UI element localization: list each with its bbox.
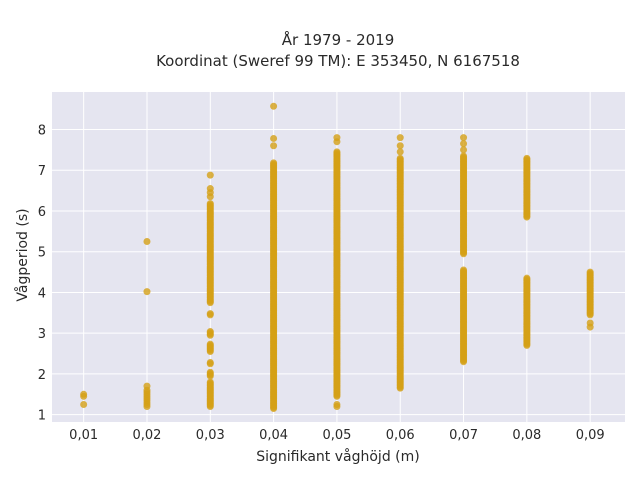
data-point [460,152,468,160]
chart-title-line-2: Koordinat (Sweref 99 TM): E 353450, N 61… [156,52,520,70]
y-tick-label: 5 [38,246,46,261]
data-point [270,159,278,167]
data-point [396,154,404,162]
data-point [523,154,531,162]
x-tick-label: 0,03 [196,428,225,443]
data-point [206,200,214,208]
chart-title-line-1: År 1979 - 2019 [282,30,395,49]
data-point [206,340,214,348]
data-point [333,134,341,142]
data-point [206,310,214,318]
data-point [396,148,404,156]
y-tick-label: 6 [38,205,46,220]
x-axis-label: Signifikant våghöjd (m) [256,448,419,465]
data-point [586,268,594,276]
data-point [206,378,214,386]
data-points [80,102,594,413]
x-tick-label: 0,08 [512,428,541,443]
y-tick-label: 1 [38,409,46,424]
x-tick-label: 0,05 [322,428,351,443]
data-point [270,134,278,142]
y-tick-label: 2 [38,368,46,383]
data-point [206,185,214,193]
data-point [586,319,594,327]
data-point [270,102,278,110]
y-axis-ticks: 1 2 3 4 5 6 7 8 [38,123,46,423]
data-point [143,288,151,296]
data-point [80,390,88,398]
data-point [460,140,468,148]
data-point [270,142,278,150]
x-tick-label: 0,04 [259,428,288,443]
y-tick-label: 7 [38,164,46,179]
x-tick-label: 0,02 [132,428,161,443]
data-point [206,368,214,376]
data-point [460,266,468,274]
data-point [333,148,341,156]
x-tick-label: 0,01 [69,428,98,443]
data-point [460,134,468,142]
data-point [460,146,468,154]
y-tick-label: 4 [38,286,46,301]
data-point [206,171,214,179]
data-point [396,134,404,142]
data-point [206,359,214,367]
data-point [143,382,151,390]
y-axis-label: Vågperiod (s) [14,208,31,301]
data-point [206,328,214,336]
x-tick-label: 0,06 [386,428,415,443]
data-point [143,238,151,246]
y-tick-label: 3 [38,327,46,342]
data-point [333,400,341,408]
data-point [80,400,88,408]
x-tick-label: 0,09 [576,428,605,443]
y-tick-label: 8 [38,123,46,138]
x-tick-label: 0,07 [449,428,478,443]
x-axis-ticks: 0,01 0,02 0,03 0,04 0,05 0,06 0,07 0,08 0,09 [69,428,604,443]
data-point [523,274,531,282]
data-point [396,142,404,150]
